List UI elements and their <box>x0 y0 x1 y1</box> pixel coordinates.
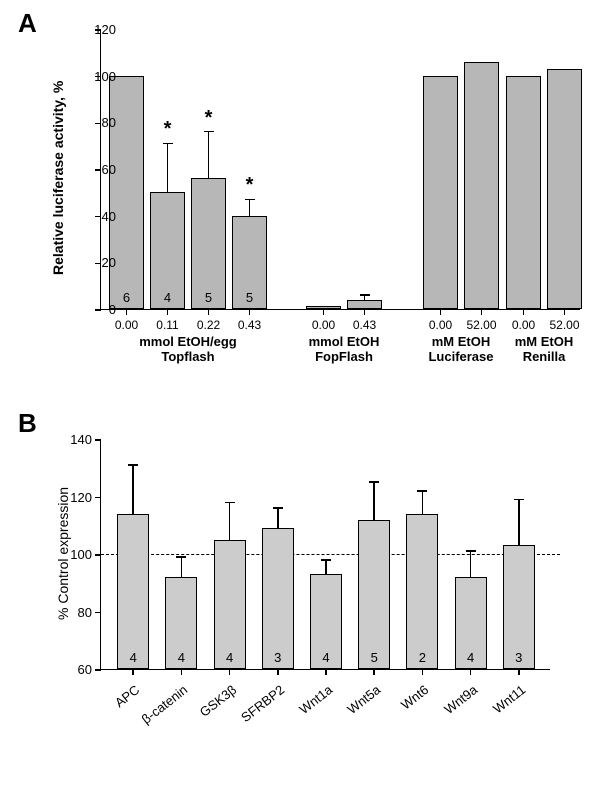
ytick-label: 100 <box>52 547 92 562</box>
ytick-label: 60 <box>76 162 116 177</box>
n-label: 3 <box>503 650 535 665</box>
ytick-label: 120 <box>52 490 92 505</box>
xtick-label: 0.00 <box>501 318 546 332</box>
bar <box>262 528 294 669</box>
panel-b: B % Control expression 4APC4β-catenin4GS… <box>0 400 604 790</box>
xtick-label: 0.22 <box>186 318 231 332</box>
ytick-label: 80 <box>52 605 92 620</box>
ytick-label: 140 <box>52 432 92 447</box>
figure: A Relative luciferase activity, % 60.00*… <box>0 0 604 790</box>
xtick-label: 0.43 <box>227 318 272 332</box>
significance-star: * <box>232 174 267 197</box>
xtick-label: Wnt6 <box>344 682 432 755</box>
xtick-label: Wnt11 <box>440 682 528 755</box>
n-label: 4 <box>117 650 149 665</box>
xtick-label: Wnt1a <box>247 682 335 755</box>
panel-a-label: A <box>18 8 37 39</box>
panel-a: A Relative luciferase activity, % 60.00*… <box>0 0 604 400</box>
bar <box>506 76 541 309</box>
chart-b-plot: 4APC4β-catenin4GSK3β3SFRBP24Wnt1a5Wnt5a2… <box>100 440 550 670</box>
n-label: 4 <box>165 650 197 665</box>
significance-star: * <box>150 118 185 141</box>
n-label: 4 <box>214 650 246 665</box>
bar <box>117 514 149 669</box>
xtick-label: SFRBP2 <box>199 682 287 755</box>
xtick-label: 0.00 <box>301 318 346 332</box>
chart-a-plot: 60.00*40.11*50.22*50.43mmol EtOH/eggTopf… <box>100 30 580 310</box>
n-label: 5 <box>358 650 390 665</box>
n-label: 4 <box>150 290 185 305</box>
xtick-label: 52.00 <box>459 318 504 332</box>
ytick-label: 60 <box>52 662 92 677</box>
xtick-label: β-catenin <box>103 682 191 755</box>
ytick-label: 80 <box>76 115 116 130</box>
n-label: 4 <box>455 650 487 665</box>
group-label: mmol EtOHFopFlash <box>296 334 392 364</box>
bar <box>423 76 458 309</box>
xtick-label: 0.43 <box>342 318 387 332</box>
xtick-label: 52.00 <box>542 318 587 332</box>
xtick-label: 0.11 <box>145 318 190 332</box>
ytick-label: 40 <box>76 209 116 224</box>
bar <box>358 520 390 670</box>
bar <box>406 514 438 669</box>
panel-a-yaxis-label: Relative luciferase activity, % <box>50 81 66 275</box>
n-label: 4 <box>310 650 342 665</box>
xtick-label: 0.00 <box>418 318 463 332</box>
xtick-label: APC <box>54 682 142 755</box>
reference-line <box>101 554 560 555</box>
xtick-label: 0.00 <box>104 318 149 332</box>
n-label: 3 <box>262 650 294 665</box>
panel-b-label: B <box>18 408 37 439</box>
bar <box>464 62 499 309</box>
n-label: 2 <box>406 650 438 665</box>
n-label: 5 <box>232 290 267 305</box>
xtick-label: GSK3β <box>151 682 239 755</box>
xtick-label: Wnt9a <box>392 682 480 755</box>
group-label: mM EtOHLuciferase <box>413 334 509 364</box>
ytick-label: 120 <box>76 22 116 37</box>
bar <box>547 69 582 309</box>
xtick-label: Wnt5a <box>295 682 383 755</box>
ytick-label: 0 <box>76 302 116 317</box>
group-label: mmol EtOH/eggTopflash <box>99 334 277 364</box>
n-label: 5 <box>191 290 226 305</box>
bar <box>109 76 144 309</box>
ytick-label: 20 <box>76 255 116 270</box>
ytick-label: 100 <box>76 69 116 84</box>
bar <box>347 300 382 309</box>
group-label: mM EtOHRenilla <box>496 334 592 364</box>
significance-star: * <box>191 107 226 130</box>
